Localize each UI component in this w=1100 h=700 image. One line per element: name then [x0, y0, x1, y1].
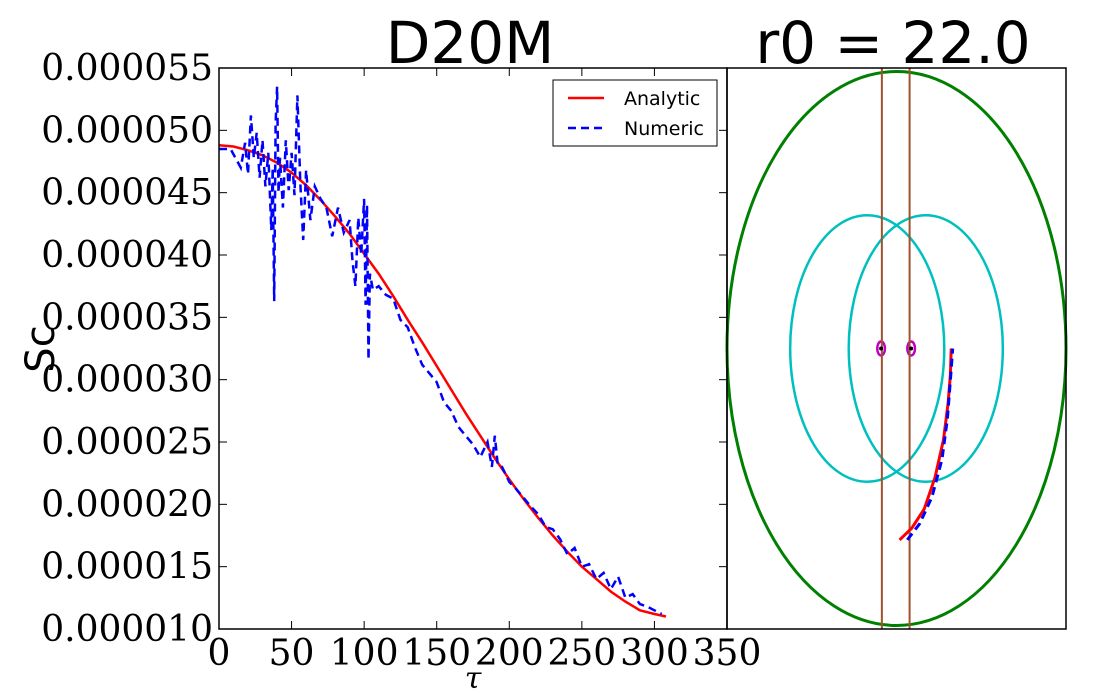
left-panel: D20M 0.0000100.0000150.0000200.0000250.0… [18, 9, 761, 696]
x-tick-label: 0 [208, 633, 231, 674]
legend-label-numeric: Numeric [624, 118, 704, 140]
trajectory-numeric [906, 348, 955, 541]
series-numeric-line [219, 86, 663, 616]
x-tick-label: 150 [402, 633, 471, 674]
y-tick-label: 0.000030 [41, 360, 213, 401]
x-tick-label: 250 [547, 633, 616, 674]
y-tick-label: 0.000035 [41, 297, 213, 338]
right-panel: r0 = 22.0 [725, 9, 1068, 630]
right-plot-marks [725, 68, 1068, 629]
y-tick-label: 0.000040 [41, 235, 213, 276]
y-tick-label: 0.000025 [41, 422, 213, 463]
series-analytic-line [218, 144, 667, 618]
left-title: D20M [386, 9, 555, 77]
y-tick-label: 0.000020 [41, 484, 213, 525]
y-tick-label: 0.000015 [41, 547, 213, 588]
y-tick-label: 0.000050 [41, 110, 213, 151]
left-plot-marks [218, 86, 667, 618]
center-dot [879, 346, 884, 351]
left-y-ticks: 0.000010 0.000015 0.000020 0.000025 0.000030… [41, 48, 727, 650]
center-marker [906, 340, 917, 357]
potential-circle [847, 214, 1005, 483]
y-axis-label: Sc [18, 325, 64, 372]
left-x-ticks: 0 50 100 150 200 250 300 350 [208, 68, 762, 674]
legend-label-analytic: Analytic [624, 88, 700, 110]
x-axis-label: τ [465, 661, 482, 696]
y-tick-label: 0.000045 [41, 173, 213, 214]
center-dot [909, 346, 914, 351]
x-tick-label: 300 [620, 633, 689, 674]
potential-circle [788, 214, 946, 483]
x-tick-label: 100 [330, 633, 399, 674]
y-tick-label: 0.000010 [41, 609, 213, 650]
boundary-ellipse [725, 70, 1068, 627]
legend-box [552, 79, 718, 147]
right-title: r0 = 22.0 [755, 9, 1030, 77]
legend: Analytic Numeric [552, 79, 718, 147]
x-tick-label: 50 [269, 633, 315, 674]
left-plot-frame [218, 67, 728, 630]
x-tick-label: 200 [475, 633, 544, 674]
right-plot-frame [726, 67, 1067, 630]
x-tick-label: 350 [693, 633, 762, 674]
y-tick-label: 0.000055 [41, 48, 213, 89]
